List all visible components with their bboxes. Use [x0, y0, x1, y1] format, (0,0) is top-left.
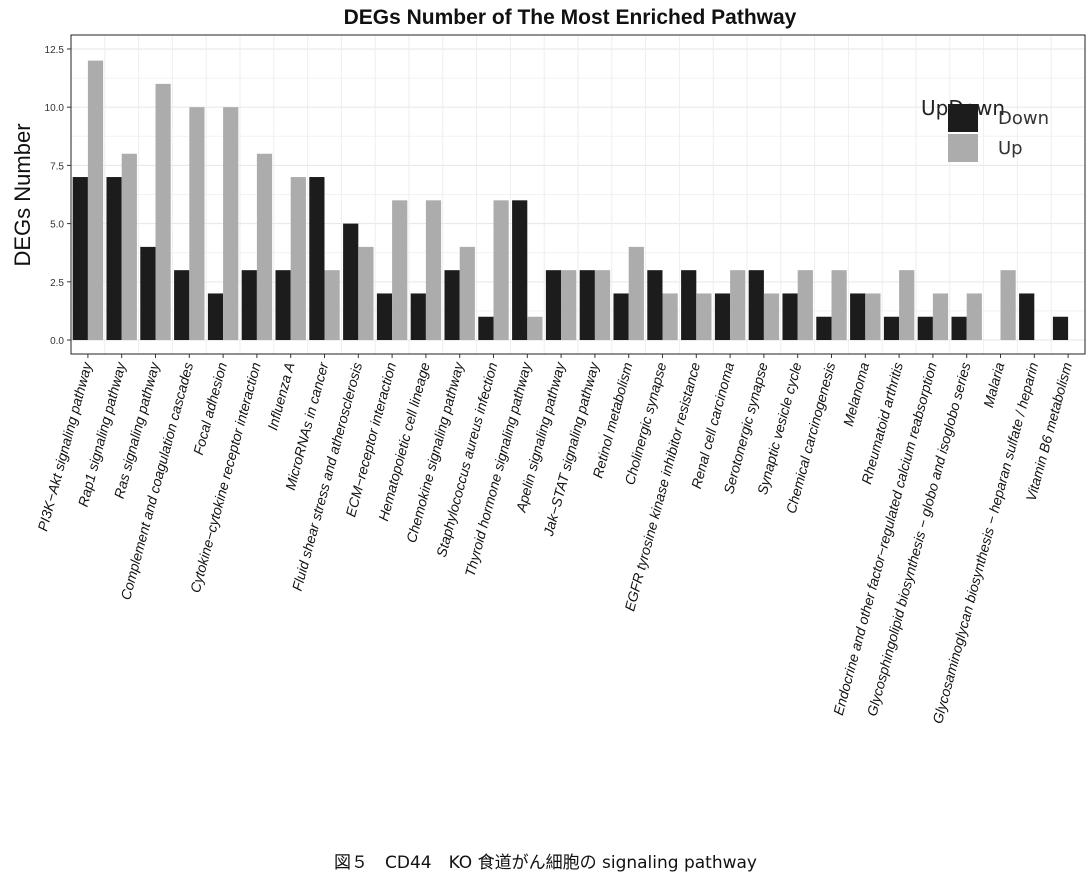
- bar-down: [376, 293, 393, 341]
- y-tick-label: 12.5: [45, 45, 65, 56]
- bar-up: [324, 270, 340, 341]
- bar-up: [1000, 270, 1016, 341]
- x-tick-label: Malaria: [980, 360, 1007, 409]
- bar-up: [155, 83, 171, 341]
- bar-up: [189, 107, 205, 341]
- bar-down: [816, 316, 832, 341]
- bar-down: [647, 270, 663, 341]
- legend-label-up: Up: [998, 138, 1023, 159]
- x-tick-label: Focal adhesion: [190, 360, 230, 456]
- bar-up: [425, 200, 442, 341]
- bar-down: [1052, 316, 1069, 341]
- bar-down: [579, 270, 595, 341]
- bar-down: [275, 270, 291, 341]
- bar-down: [1019, 293, 1035, 341]
- y-axis-title: DEGs Number: [10, 123, 35, 266]
- bar-up: [493, 200, 509, 341]
- y-tick-label: 7.5: [50, 161, 64, 172]
- bar-up: [628, 246, 644, 341]
- bar-down: [850, 293, 866, 341]
- y-tick-label: 10.0: [45, 103, 65, 114]
- legend-key-down: [948, 104, 978, 132]
- bar-down: [917, 316, 933, 341]
- y-tick-label: 2.5: [50, 278, 64, 289]
- bar-up: [358, 246, 374, 341]
- bar-up: [865, 293, 881, 341]
- bar-up: [966, 293, 982, 341]
- x-tick-label: Influenza A: [264, 361, 297, 432]
- bar-up: [696, 293, 712, 341]
- bar-up: [561, 270, 577, 341]
- bar-up: [797, 270, 813, 341]
- x-tick-label: Melanoma: [840, 360, 872, 427]
- bar-down: [782, 293, 798, 341]
- bar-up: [392, 200, 408, 341]
- bar-down: [72, 177, 88, 341]
- bar-up: [932, 293, 949, 341]
- bar-down: [883, 316, 900, 341]
- bar-up: [527, 316, 543, 341]
- bar-up: [459, 246, 475, 341]
- bar-up: [730, 270, 746, 341]
- plot-panel-border: [70, 34, 1086, 355]
- bar-up: [662, 293, 678, 341]
- bar-up: [763, 293, 780, 341]
- bar-down: [343, 223, 359, 341]
- x-tick-label: Cytokine−cytokine receptor interaction: [187, 360, 264, 594]
- bar-down: [444, 270, 460, 341]
- bar-up: [594, 270, 611, 341]
- bar-down: [748, 270, 764, 341]
- bar-up: [831, 270, 847, 341]
- bar-up: [121, 153, 137, 341]
- bar-down: [106, 177, 122, 341]
- bar-down: [512, 200, 528, 341]
- y-tick-label: 5.0: [50, 220, 64, 231]
- bar-up: [256, 153, 273, 341]
- bars: [72, 60, 1069, 341]
- bar-down: [545, 270, 562, 341]
- bar-down: [681, 270, 697, 341]
- bar-down: [613, 293, 629, 341]
- bar-down: [951, 316, 967, 341]
- chart-title: DEGs Number of The Most Enriched Pathway: [344, 6, 797, 29]
- y-tick-label: 0.0: [50, 336, 64, 347]
- bar-down: [478, 316, 494, 341]
- bar-down: [309, 177, 325, 341]
- legend-key-up: [948, 134, 978, 162]
- bar-up: [223, 107, 239, 341]
- bar-down: [207, 293, 224, 341]
- bar-down: [714, 293, 731, 341]
- legend-label-down: Down: [998, 108, 1049, 129]
- bar-up: [290, 177, 306, 341]
- bar-down: [140, 246, 156, 341]
- bar-up: [899, 270, 915, 341]
- bar-down: [174, 270, 190, 341]
- y-axis: 0.0 2.5 5.0 7.5 10.0 12.5: [45, 45, 71, 347]
- bar-up: [87, 60, 104, 341]
- bar-down: [241, 270, 257, 341]
- figure-caption: 図５ CD44 KO 食道がん細胞の signaling pathway: [333, 853, 757, 873]
- bar-down: [410, 293, 426, 341]
